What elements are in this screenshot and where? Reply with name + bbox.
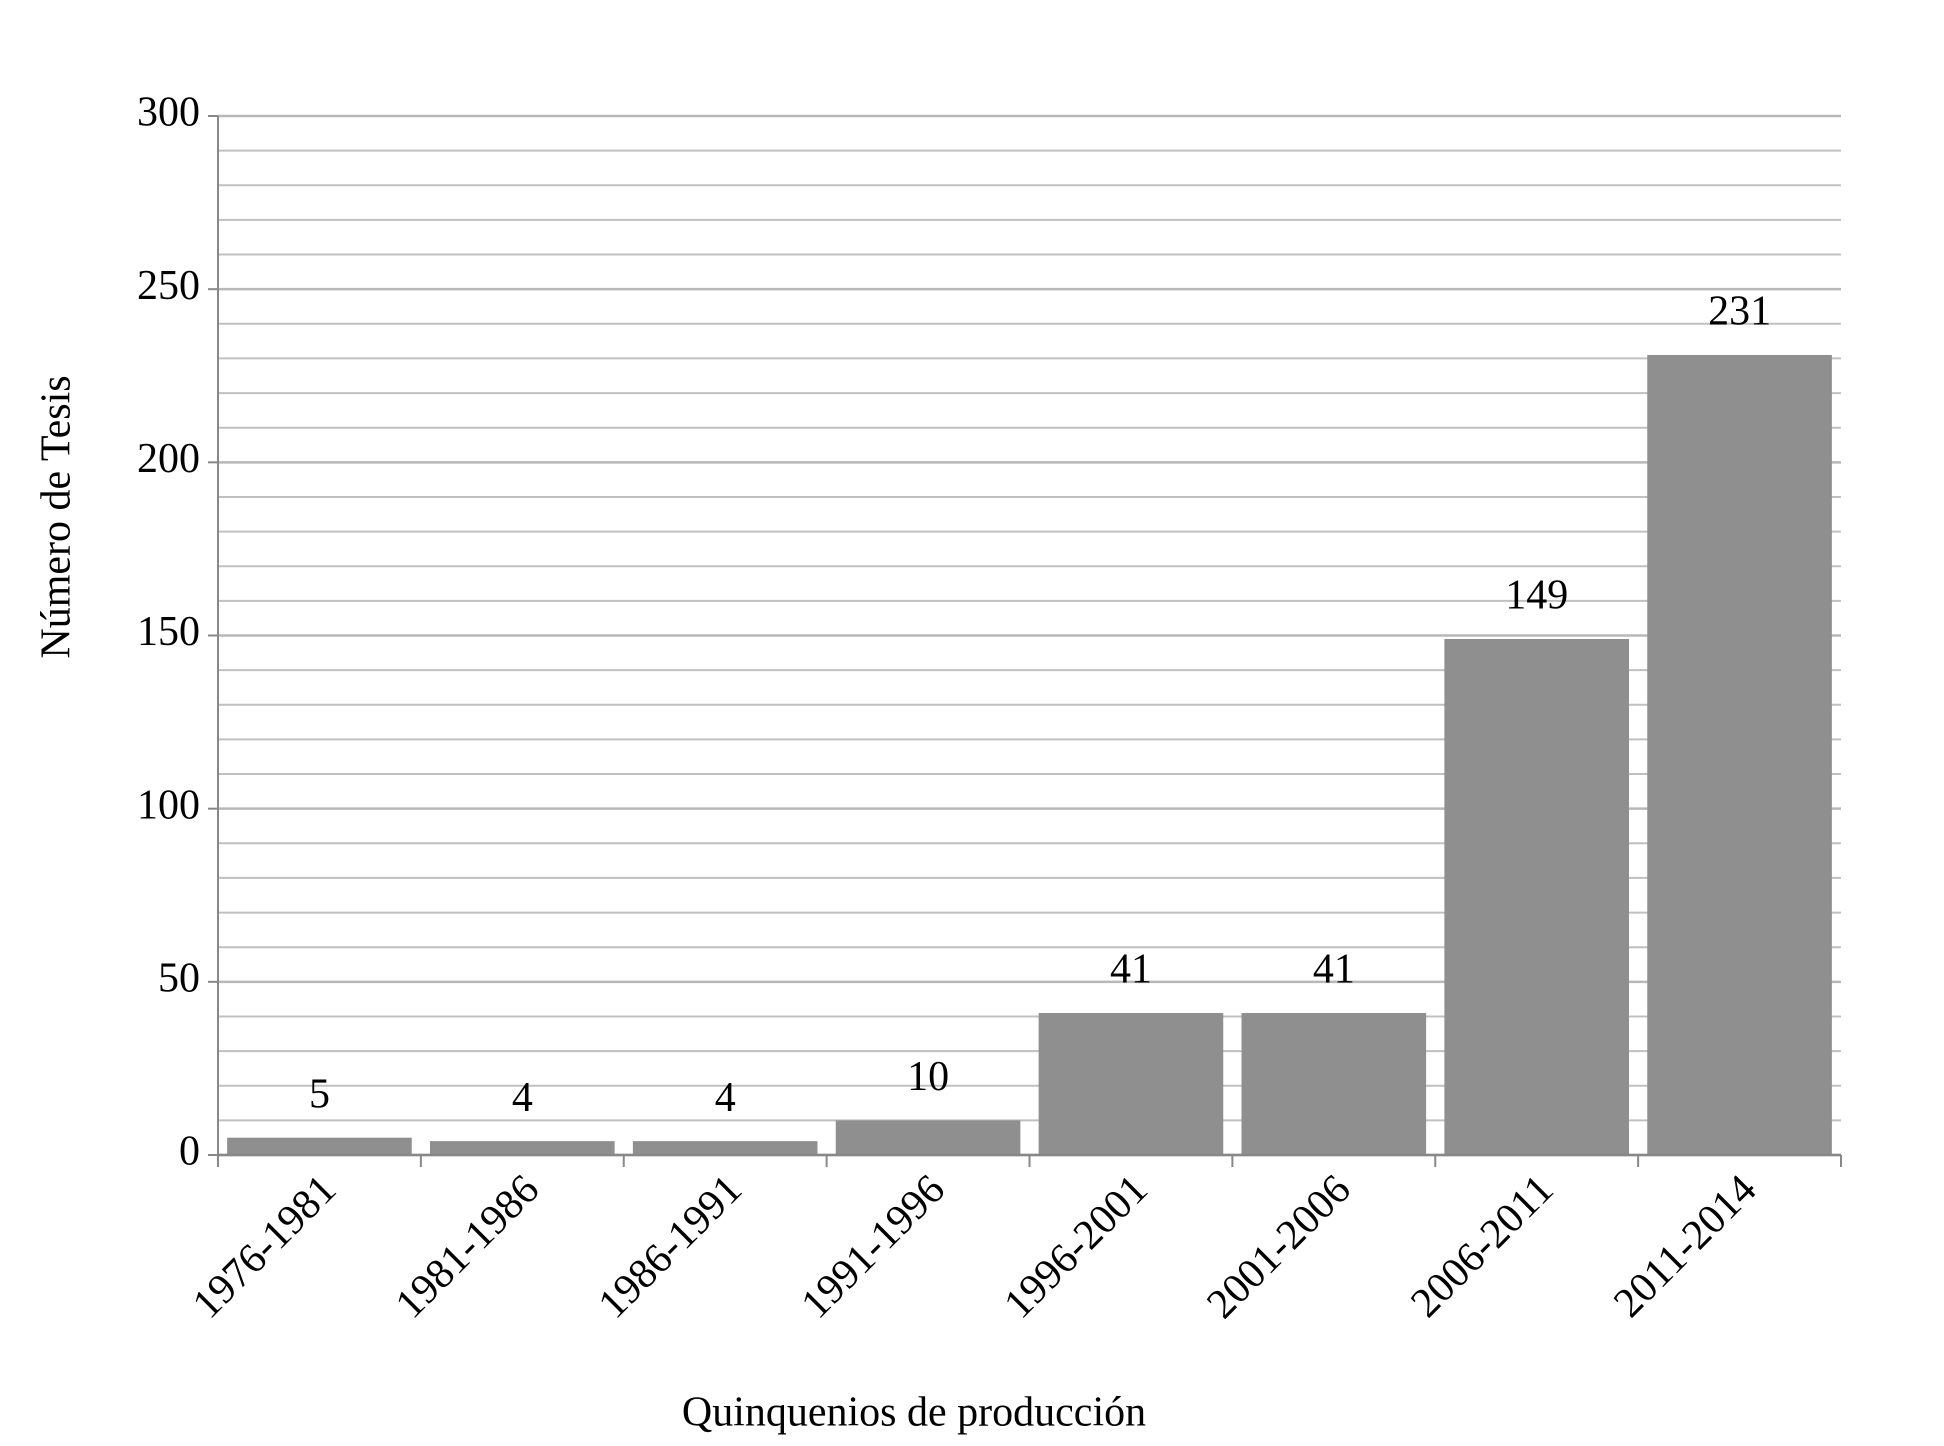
y-axis-title: Número de Tesis: [34, 375, 80, 658]
y-tick-label: 300: [137, 90, 200, 136]
bar: [1444, 638, 1629, 1155]
value-label: 41: [1313, 947, 1355, 993]
bar: [835, 1120, 1021, 1155]
x-tick-label: 2006-2011: [1402, 1166, 1562, 1326]
x-tick-label: 1986-1991: [590, 1166, 751, 1327]
y-tick-label: 150: [137, 609, 200, 655]
y-tick-label: 250: [137, 263, 200, 309]
x-tick-label: 1991-1996: [793, 1166, 954, 1327]
value-label: 4: [512, 1075, 533, 1121]
x-tick-label: 1981-1986: [387, 1166, 548, 1327]
bar: [1241, 1013, 1427, 1155]
value-label: 149: [1505, 573, 1568, 619]
bar: [1038, 1013, 1224, 1155]
y-tick-label: 0: [179, 1129, 200, 1175]
bar: [1647, 354, 1832, 1156]
bar: [227, 1137, 412, 1155]
y-tick-label: 50: [158, 955, 200, 1001]
value-label: 10: [907, 1054, 949, 1100]
x-tick-label: 2011-2014: [1605, 1166, 1765, 1326]
x-tick-label: 1976-1981: [184, 1166, 345, 1327]
value-label: 5: [309, 1071, 330, 1117]
bar: [632, 1141, 818, 1155]
value-label: 41: [1110, 947, 1152, 993]
x-axis-title: Quinquenios de producción: [682, 1390, 1146, 1436]
x-tick-label: 2001-2006: [1198, 1166, 1359, 1327]
value-label: 231: [1708, 289, 1771, 335]
bar: [430, 1141, 615, 1155]
value-label: 4: [715, 1075, 736, 1121]
y-tick-label: 200: [137, 436, 200, 482]
y-tick-label: 100: [137, 782, 200, 828]
x-tick-label: 1996-2001: [996, 1166, 1157, 1327]
